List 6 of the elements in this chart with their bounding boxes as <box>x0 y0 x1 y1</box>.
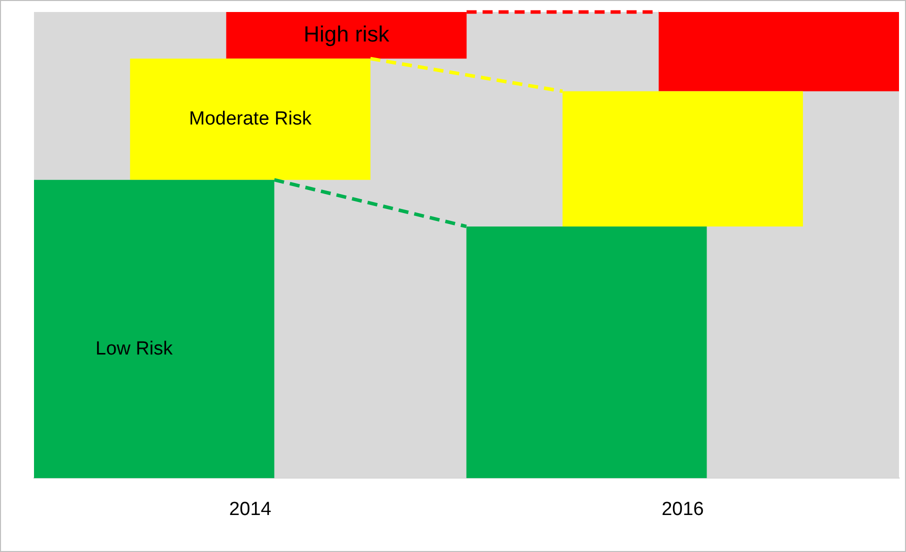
series-label: High risk <box>304 21 390 46</box>
x-tick-label: 2016 <box>662 498 704 520</box>
bar <box>658 12 899 92</box>
series-label: Low Risk <box>96 338 174 360</box>
series-label: Moderate Risk <box>189 108 312 130</box>
x-tick-label: 2014 <box>229 498 272 520</box>
